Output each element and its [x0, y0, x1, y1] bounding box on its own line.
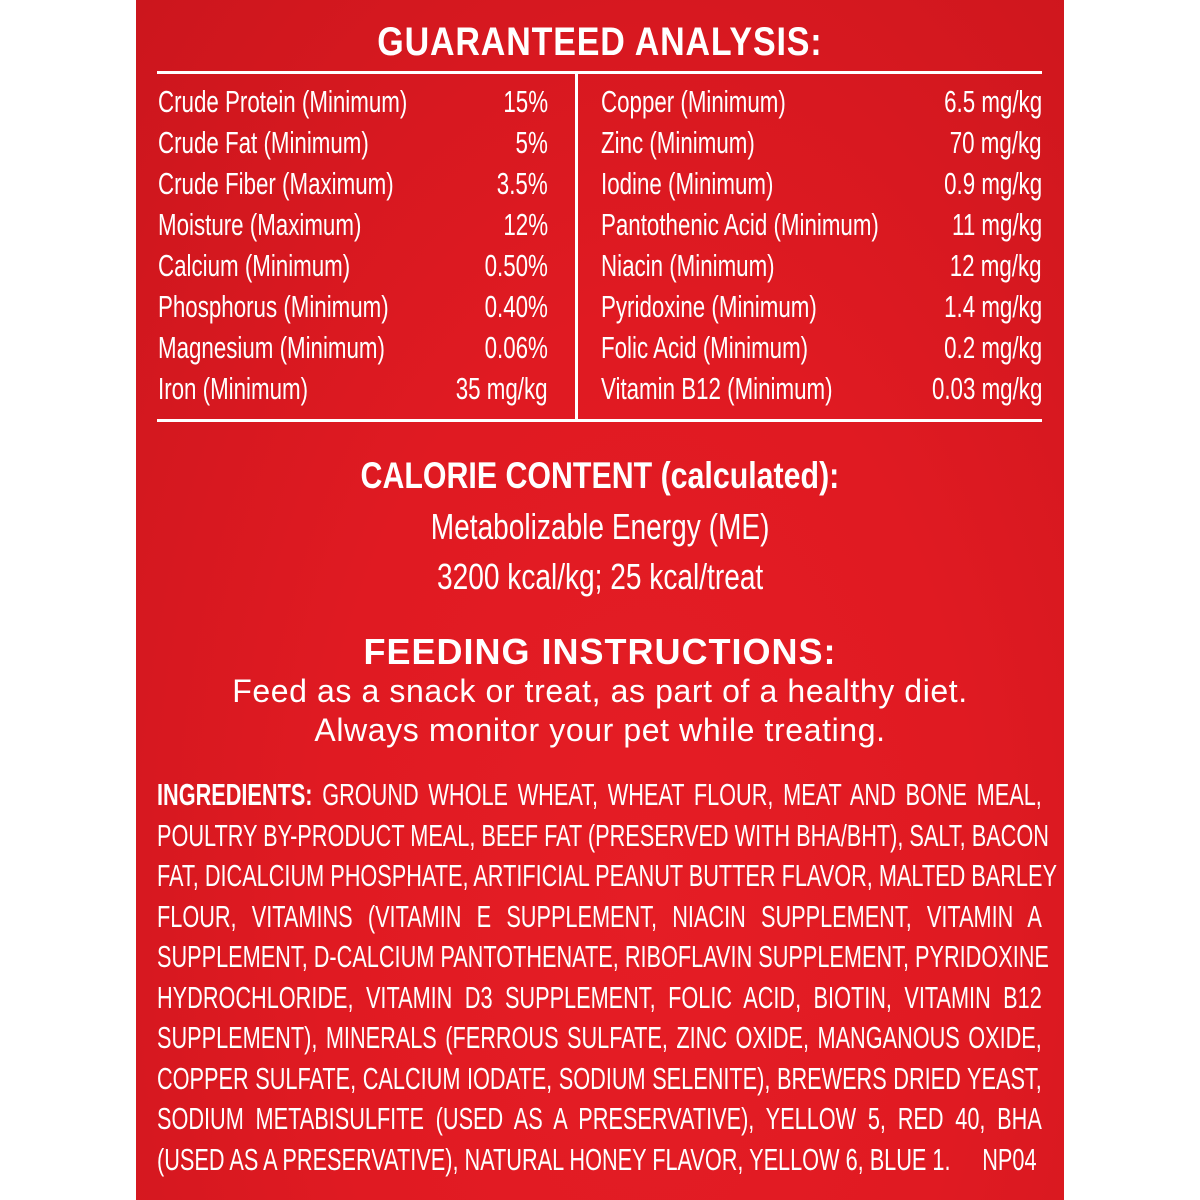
table-top-divider [157, 71, 1042, 74]
nutrient-value: 70 mg/kg [950, 125, 1042, 160]
nutrient-value: 12 mg/kg [950, 248, 1042, 283]
nutrient-value: 0.40% [484, 289, 548, 324]
ingredients-text: GROUND WHOLE WHEAT, WHEAT FLOUR, MEAT AN… [322, 777, 1042, 812]
nutrient-value: 12% [503, 207, 548, 242]
nutrient-label: Folic Acid (Minimum) [601, 330, 809, 365]
feeding-title: FEEDING INSTRUCTIONS: [136, 631, 1064, 673]
nutrient-value: 6.5 mg/kg [943, 84, 1042, 119]
analysis-row: Niacin (Minimum) 12 mg/kg [601, 246, 1042, 286]
feeding-title-text: FEEDING INSTRUCTIONS: [363, 631, 837, 672]
analysis-row: Pyridoxine (Minimum) 1.4 mg/kg [601, 287, 1042, 327]
analysis-row: Crude Protein (Minimum) 15% [158, 82, 548, 122]
ingredients-line: FAT, DICALCIUM PHOSPHATE, ARTIFICIAL PEA… [157, 856, 1057, 896]
nutrient-label: Moisture (Maximum) [158, 207, 362, 242]
analysis-row: Zinc (Minimum) 70 mg/kg [601, 123, 1042, 163]
nutrient-label: Zinc (Minimum) [601, 125, 755, 160]
ingredients-text: SODIUM METABISULFITE (USED AS A PRESERVA… [157, 1101, 1042, 1136]
ingredients-text: COPPER SULFATE, CALCIUM IODATE, SODIUM S… [157, 1060, 1042, 1096]
ingredients-line: COPPER SULFATE, CALCIUM IODATE, SODIUM S… [157, 1059, 1042, 1099]
ingredients-text: SUPPLEMENT), MINERALS (FERROUS SULFATE, … [157, 1020, 1042, 1055]
feeding-line-2-text: Always monitor your pet while treating. [314, 712, 886, 748]
ingredients-line: SUPPLEMENT), MINERALS (FERROUS SULFATE, … [157, 1018, 1042, 1058]
ingredients-text: POULTRY BY-PRODUCT MEAL, BEEF FAT (PRESE… [157, 817, 1049, 853]
analysis-row: Copper (Minimum) 6.5 mg/kg [601, 82, 1042, 122]
nutrient-label: Crude Fat (Minimum) [158, 125, 369, 160]
product-code: NP04 [982, 1141, 1037, 1177]
analysis-row: Iron (Minimum) 35 mg/kg [158, 369, 548, 409]
table-column-divider [575, 72, 578, 420]
nutrient-label: Niacin (Minimum) [601, 248, 775, 283]
nutrient-label: Iodine (Minimum) [601, 166, 774, 201]
nutrient-label: Pyridoxine (Minimum) [601, 289, 817, 324]
analysis-row: Iodine (Minimum) 0.9 mg/kg [601, 164, 1042, 204]
analysis-row: Calcium (Minimum) 0.50% [158, 246, 548, 286]
nutrient-value: 0.2 mg/kg [943, 330, 1042, 365]
analysis-row: Magnesium (Minimum) 0.06% [158, 328, 548, 368]
calorie-title: CALORIE CONTENT (calculated): [136, 455, 1064, 497]
nutrient-label: Crude Protein (Minimum) [158, 84, 408, 119]
feeding-line-1-text: Feed as a snack or treat, as part of a h… [232, 673, 968, 709]
nutrient-value: 15% [503, 84, 548, 119]
analysis-row: Moisture (Maximum) 12% [158, 205, 548, 245]
guaranteed-analysis-title: GUARANTEED ANALYSIS: [136, 20, 1064, 65]
nutrient-label: Calcium (Minimum) [158, 248, 351, 283]
nutrient-label: Iron (Minimum) [158, 371, 309, 406]
nutrient-label: Copper (Minimum) [601, 84, 786, 119]
nutrient-value: 0.9 mg/kg [943, 166, 1042, 201]
ingredients-line: POULTRY BY-PRODUCT MEAL, BEEF FAT (PRESE… [157, 816, 1049, 856]
ingredients-line: INGREDIENTS: GROUND WHOLE WHEAT, WHEAT F… [157, 775, 1042, 815]
ingredients-text: SUPPLEMENT, D-CALCIUM PANTOTHENATE, RIBO… [157, 939, 1049, 974]
nutrient-label: Vitamin B12 (Minimum) [601, 371, 833, 406]
nutrient-value: 3.5% [497, 166, 548, 201]
table-bottom-divider [157, 419, 1042, 422]
nutrient-value: 35 mg/kg [456, 371, 548, 406]
calorie-line-1: Metabolizable Energy (ME) [136, 506, 1064, 548]
calorie-line-1-text: Metabolizable Energy (ME) [430, 506, 770, 547]
analysis-row: Vitamin B12 (Minimum) 0.03 mg/kg [601, 369, 1042, 409]
nutrient-label: Crude Fiber (Maximum) [158, 166, 394, 201]
ingredients-line: FLOUR, VITAMINS (VITAMIN E SUPPLEMENT, N… [157, 897, 1042, 937]
nutrient-value: 0.50% [484, 248, 548, 283]
ingredients-line: (USED AS A PRESERVATIVE), NATURAL HONEY … [157, 1140, 1042, 1180]
ingredients-line: SODIUM METABISULFITE (USED AS A PRESERVA… [157, 1099, 1042, 1139]
analysis-row: Crude Fiber (Maximum) 3.5% [158, 164, 548, 204]
nutrient-value: 5% [515, 125, 548, 160]
nutrient-label: Phosphorus (Minimum) [158, 289, 389, 324]
nutrient-value: 0.06% [484, 330, 548, 365]
guaranteed-analysis-title-text: GUARANTEED ANALYSIS: [377, 20, 823, 64]
label-panel: GUARANTEED ANALYSIS: Crude Protein (Mini… [136, 0, 1064, 1200]
calorie-line-2: 3200 kcal/kg; 25 kcal/treat [136, 556, 1064, 598]
feeding-line-2: Always monitor your pet while treating. [136, 712, 1064, 749]
analysis-row: Phosphorus (Minimum) 0.40% [158, 287, 548, 327]
ingredients-text: FLOUR, VITAMINS (VITAMIN E SUPPLEMENT, N… [157, 898, 1042, 934]
nutrient-value: 0.03 mg/kg [931, 371, 1042, 406]
nutrient-value: 1.4 mg/kg [943, 289, 1042, 324]
nutrient-label: Pantothenic Acid (Minimum) [601, 207, 879, 242]
analysis-row: Crude Fat (Minimum) 5% [158, 123, 548, 163]
analysis-row: Folic Acid (Minimum) 0.2 mg/kg [601, 328, 1042, 368]
nutrient-label: Magnesium (Minimum) [158, 330, 385, 365]
ingredients-text: FAT, DICALCIUM PHOSPHATE, ARTIFICIAL PEA… [157, 858, 1057, 893]
ingredients-label: INGREDIENTS: [157, 777, 313, 812]
calorie-line-2-text: 3200 kcal/kg; 25 kcal/treat [436, 556, 764, 597]
calorie-title-text: CALORIE CONTENT (calculated): [360, 455, 840, 496]
feeding-line-1: Feed as a snack or treat, as part of a h… [136, 673, 1064, 710]
ingredients-text: HYDROCHLORIDE, VITAMIN D3 SUPPLEMENT, FO… [157, 979, 1042, 1015]
ingredients-text: (USED AS A PRESERVATIVE), NATURAL HONEY … [157, 1141, 951, 1177]
ingredients-line: HYDROCHLORIDE, VITAMIN D3 SUPPLEMENT, FO… [157, 978, 1042, 1018]
nutrient-value: 11 mg/kg [951, 207, 1042, 242]
ingredients-line: SUPPLEMENT, D-CALCIUM PANTOTHENATE, RIBO… [157, 937, 1049, 977]
analysis-row: Pantothenic Acid (Minimum) 11 mg/kg [601, 205, 1042, 245]
